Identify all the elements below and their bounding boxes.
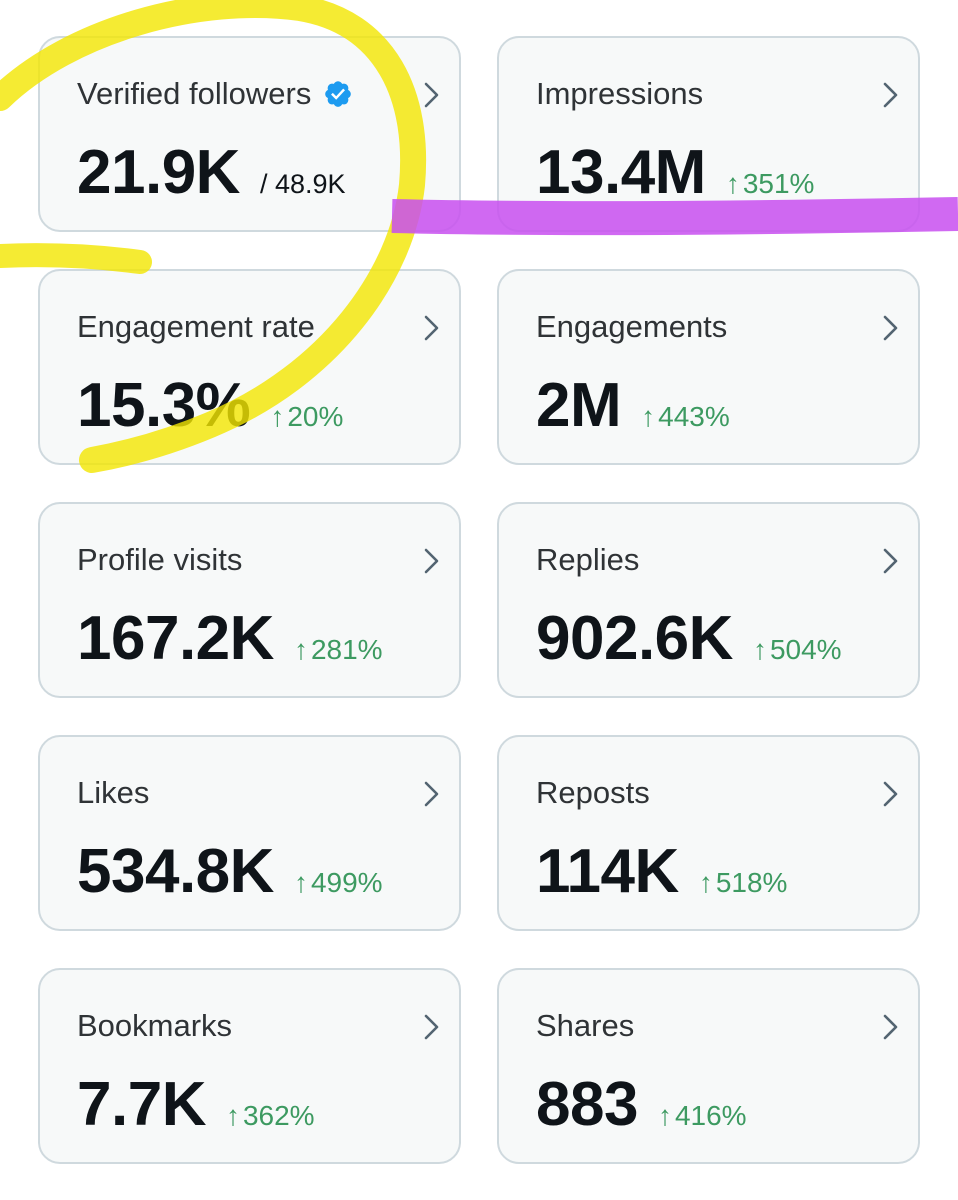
metric-value: 883 <box>536 1070 638 1139</box>
metric-card-reposts[interactable]: Reposts 114K ↑ 518% <box>497 735 920 931</box>
chevron-right-icon <box>883 548 898 574</box>
metric-change: ↑ 362% <box>226 1100 315 1132</box>
metric-change-value: 362% <box>242 1100 315 1131</box>
metric-change-value: 504% <box>769 634 842 665</box>
metric-change-value: 20% <box>287 401 344 432</box>
metric-card-verified-followers[interactable]: Verified followers 21.9K / 48.9K <box>38 36 461 232</box>
metric-value: 167.2K <box>77 604 274 673</box>
metric-value: 114K <box>536 837 679 906</box>
metric-total: / 48.9K <box>259 169 346 199</box>
arrow-up-icon: ↑ <box>641 401 656 432</box>
metric-value: 13.4M <box>536 138 706 207</box>
arrow-up-icon: ↑ <box>293 634 308 665</box>
chevron-right-icon <box>883 1014 898 1040</box>
chevron-right-icon <box>883 82 898 108</box>
arrow-up-icon: ↑ <box>657 1100 672 1131</box>
metric-label: Reposts <box>536 775 650 810</box>
metric-change: ↑ 443% <box>641 401 730 433</box>
metric-card-engagements[interactable]: Engagements 2M ↑ 443% <box>497 269 920 465</box>
chevron-right-icon <box>424 82 439 108</box>
metric-change: ↑ 281% <box>294 634 383 666</box>
chevron-right-icon <box>424 1014 439 1040</box>
metric-card-profile-visits[interactable]: Profile visits 167.2K ↑ 281% <box>38 502 461 698</box>
arrow-up-icon: ↑ <box>725 168 740 199</box>
arrow-up-icon: ↑ <box>752 634 767 665</box>
metric-label: Verified followers <box>77 76 312 111</box>
arrow-up-icon: ↑ <box>698 867 713 898</box>
metric-value: 15.3% <box>77 371 251 440</box>
metric-change: ↑ 499% <box>294 867 383 899</box>
arrow-up-icon: ↑ <box>225 1100 240 1131</box>
metric-label: Replies <box>536 542 640 577</box>
metric-value: 21.9K <box>77 138 240 207</box>
metric-label: Profile visits <box>77 542 243 577</box>
metric-change: ↑ 416% <box>658 1100 747 1132</box>
metric-label: Likes <box>77 775 150 810</box>
metric-card-impressions[interactable]: Impressions 13.4M ↑ 351% <box>497 36 920 232</box>
metric-change: ↑ 351% <box>726 168 815 200</box>
metric-card-replies[interactable]: Replies 902.6K ↑ 504% <box>497 502 920 698</box>
metric-change: ↑ 518% <box>699 867 788 899</box>
metric-card-bookmarks[interactable]: Bookmarks 7.7K ↑ 362% <box>38 968 461 1164</box>
metric-change: ↑ 504% <box>753 634 842 666</box>
metric-label: Bookmarks <box>77 1008 233 1043</box>
arrow-up-icon: ↑ <box>293 867 308 898</box>
metric-change: ↑ 20% <box>270 401 343 433</box>
metric-change-value: 443% <box>658 401 730 432</box>
metric-change-value: 499% <box>310 867 383 898</box>
metric-card-engagement-rate[interactable]: Engagement rate 15.3% ↑ 20% <box>38 269 461 465</box>
chevron-right-icon <box>424 781 439 807</box>
metric-label: Engagements <box>536 309 728 344</box>
metric-card-shares[interactable]: Shares 883 ↑ 416% <box>497 968 920 1164</box>
arrow-up-icon: ↑ <box>270 401 285 432</box>
metric-value: 534.8K <box>77 837 274 906</box>
chevron-right-icon <box>883 315 898 341</box>
chevron-right-icon <box>424 315 439 341</box>
metric-value: 7.7K <box>77 1070 206 1139</box>
chevron-right-icon <box>883 781 898 807</box>
metric-change-value: 416% <box>674 1100 747 1131</box>
metric-change-value: 518% <box>715 867 788 898</box>
metric-value: 2M <box>536 371 622 440</box>
metric-label: Engagement rate <box>77 309 315 344</box>
verified-badge-icon <box>325 81 352 107</box>
metric-card-likes[interactable]: Likes 534.8K ↑ 499% <box>38 735 461 931</box>
metric-label: Impressions <box>536 76 704 111</box>
chevron-right-icon <box>424 548 439 574</box>
metric-change-value: 281% <box>310 634 383 665</box>
metric-change-value: 351% <box>742 168 815 199</box>
metric-label: Shares <box>536 1008 635 1043</box>
metric-value: 902.6K <box>536 604 733 673</box>
metrics-grid: Verified followers 21.9K / 48.9K Impress… <box>38 36 920 1164</box>
